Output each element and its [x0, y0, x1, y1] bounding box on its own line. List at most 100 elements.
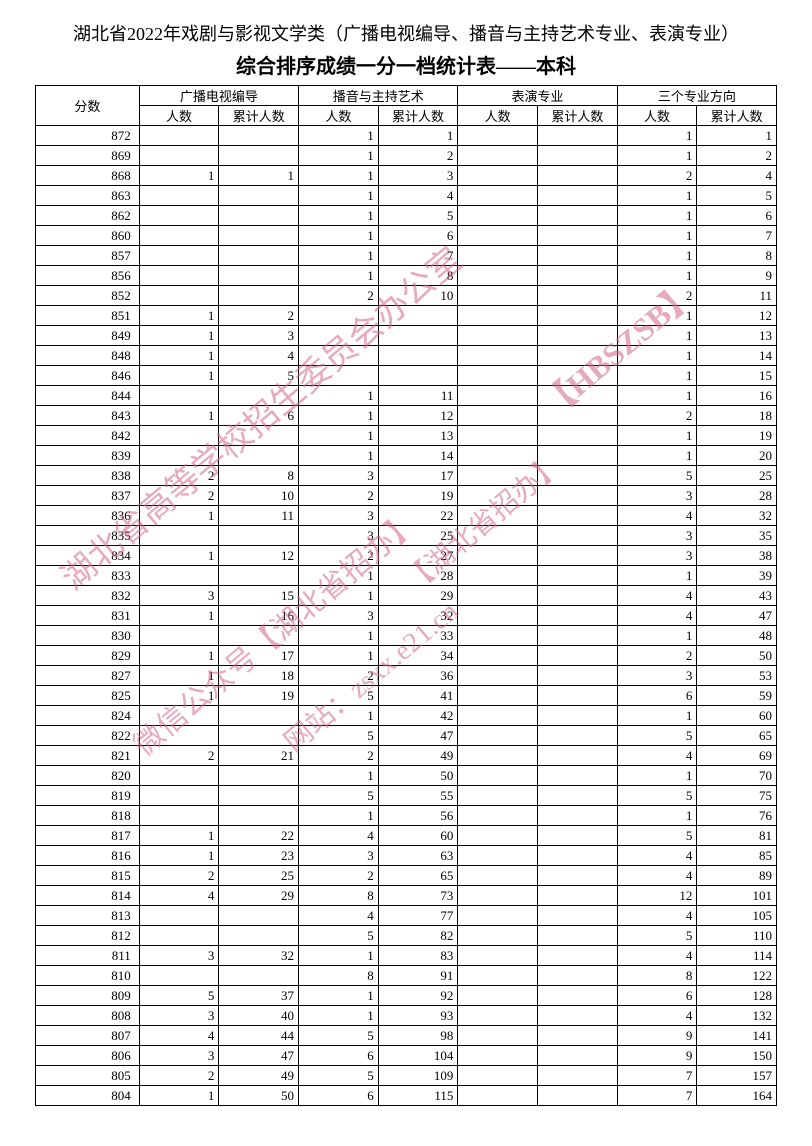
cell-value: 63: [378, 846, 458, 866]
cell-value: [458, 1046, 538, 1066]
cell-value: [139, 286, 219, 306]
cell-value: 2: [617, 646, 697, 666]
cell-value: [139, 206, 219, 226]
cell-value: 1: [617, 146, 697, 166]
cell-value: [378, 306, 458, 326]
cell-value: [538, 466, 618, 486]
cell-value: [538, 986, 618, 1006]
cell-value: 1: [697, 126, 777, 146]
cell-value: 8: [378, 266, 458, 286]
table-row: 835325335: [36, 526, 777, 546]
cell-value: [458, 186, 538, 206]
cell-value: [458, 606, 538, 626]
cell-value: [458, 1066, 538, 1086]
cell-value: 4: [299, 826, 379, 846]
cell-score: 844: [36, 386, 140, 406]
cell-value: 2: [139, 1066, 219, 1086]
cell-value: 7: [617, 1066, 697, 1086]
cell-score: 815: [36, 866, 140, 886]
cell-value: [378, 326, 458, 346]
cell-value: 1: [617, 626, 697, 646]
cell-value: 59: [697, 686, 777, 706]
cell-value: [538, 546, 618, 566]
cell-value: [458, 206, 538, 226]
cell-value: 2: [299, 746, 379, 766]
cell-value: 48: [697, 626, 777, 646]
cell-value: 2: [219, 306, 299, 326]
table-row: 80634761049150: [36, 1046, 777, 1066]
cell-value: 1: [299, 386, 379, 406]
cell-value: 101: [697, 886, 777, 906]
cell-value: [139, 966, 219, 986]
cell-value: 17: [378, 466, 458, 486]
cell-score: 838: [36, 466, 140, 486]
cell-value: [299, 306, 379, 326]
table-row: 815225265489: [36, 866, 777, 886]
cell-score: 829: [36, 646, 140, 666]
cell-value: [139, 146, 219, 166]
cell-value: 9: [617, 1026, 697, 1046]
cell-score: 809: [36, 986, 140, 1006]
cell-value: [458, 146, 538, 166]
cell-score: 857: [36, 246, 140, 266]
cell-value: 42: [378, 706, 458, 726]
table-row: 85112112: [36, 306, 777, 326]
cell-value: [139, 786, 219, 806]
cell-value: 1: [617, 766, 697, 786]
table-row: 829117134250: [36, 646, 777, 666]
cell-value: 1: [299, 426, 379, 446]
cell-value: 5: [299, 786, 379, 806]
cell-value: 8: [617, 966, 697, 986]
cell-value: 1: [617, 306, 697, 326]
cell-value: 2: [299, 546, 379, 566]
cell-value: 25: [219, 866, 299, 886]
cell-value: 2: [139, 746, 219, 766]
cell-value: [458, 326, 538, 346]
cell-value: [538, 706, 618, 726]
cell-value: 6: [299, 1046, 379, 1066]
cell-value: 25: [697, 466, 777, 486]
cell-value: [299, 366, 379, 386]
cell-score: 830: [36, 626, 140, 646]
score-table: 分数 广播电视编导 播音与主持艺术 表演专业 三个专业方向 人数 累计人数 人数…: [35, 85, 777, 1106]
table-row: 816123363485: [36, 846, 777, 866]
cell-value: 5: [617, 826, 697, 846]
cell-value: 1: [139, 686, 219, 706]
cell-value: 27: [378, 546, 458, 566]
cell-value: 3: [617, 486, 697, 506]
cell-value: 1: [617, 246, 697, 266]
cell-value: 19: [219, 686, 299, 706]
table-row: 8074445989141: [36, 1026, 777, 1046]
cell-score: 820: [36, 766, 140, 786]
cell-value: 115: [378, 1086, 458, 1106]
cell-value: [538, 126, 618, 146]
cell-value: 98: [378, 1026, 458, 1046]
cell-value: [139, 446, 219, 466]
cell-value: 3: [299, 526, 379, 546]
col-cum: 累计人数: [219, 106, 299, 126]
col-group1: 广播电视编导: [139, 86, 298, 106]
cell-value: [219, 526, 299, 546]
cell-value: 25: [378, 526, 458, 546]
cell-score: 811: [36, 946, 140, 966]
cell-value: 9: [697, 266, 777, 286]
cell-value: [538, 406, 618, 426]
table-row: 8113321834114: [36, 946, 777, 966]
cell-value: [458, 546, 538, 566]
cell-value: [538, 506, 618, 526]
cell-value: [538, 386, 618, 406]
cell-value: [458, 766, 538, 786]
cell-value: [538, 806, 618, 826]
cell-value: [458, 586, 538, 606]
cell-value: 4: [617, 846, 697, 866]
col-group3: 表演专业: [458, 86, 617, 106]
table-row: 8571718: [36, 246, 777, 266]
cell-score: 868: [36, 166, 140, 186]
cell-value: [219, 426, 299, 446]
cell-value: [538, 746, 618, 766]
cell-value: 19: [378, 486, 458, 506]
cell-value: [538, 426, 618, 446]
cell-value: [538, 146, 618, 166]
cell-value: 11: [378, 386, 458, 406]
page-supertitle: 湖北省2022年戏剧与影视文学类（广播电视编导、播音与主持艺术专业、表演专业）: [35, 20, 777, 46]
